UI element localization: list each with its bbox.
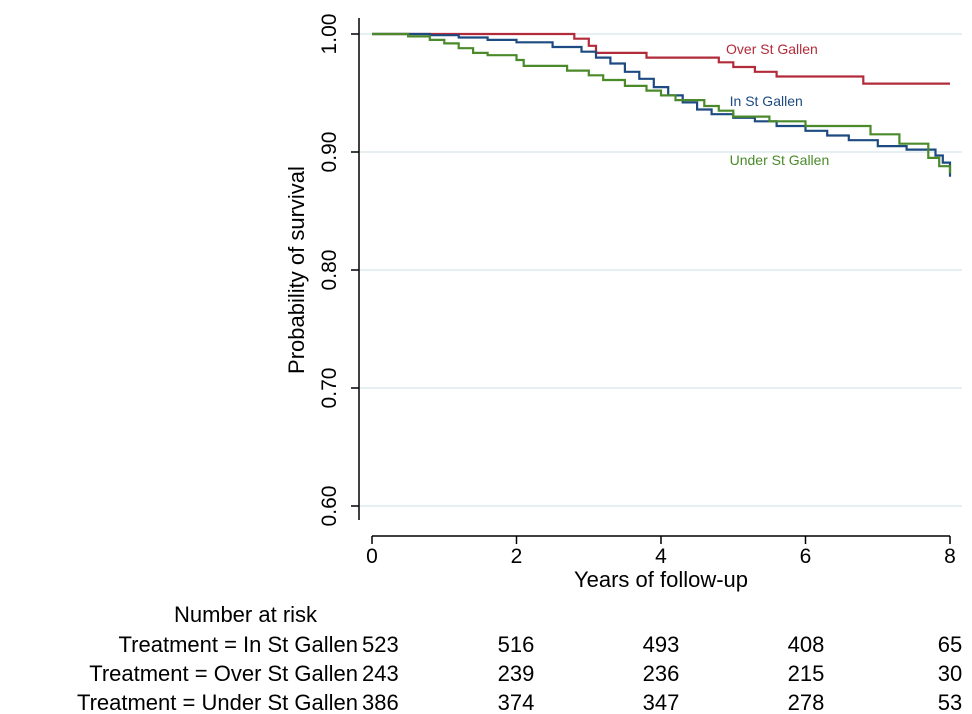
y-ticks: 0.60 0.70 0.80 0.90 1.00 [318, 14, 359, 527]
axes [358, 18, 950, 537]
x-tick-label: 0 [366, 545, 378, 568]
series-label-0: Over St Gallen [726, 41, 818, 57]
y-tick-label: 0.60 [318, 486, 341, 527]
risk-cell: 239 [498, 661, 535, 686]
risk-cell: 493 [643, 632, 680, 657]
risk-row-label: Treatment = Under St Gallen [77, 690, 358, 714]
risk-cell: 215 [788, 661, 825, 686]
risk-cell: 523 [362, 632, 399, 657]
series-label-2: Under St Gallen [730, 152, 830, 168]
series-group [372, 32, 952, 177]
risk-cell: 347 [643, 690, 680, 714]
risk-table: Number at risk Treatment = In St Gallen 5… [77, 602, 962, 714]
x-ticks: 0 2 4 6 8 [366, 536, 956, 568]
gridlines [360, 33, 962, 507]
risk-cell: 236 [643, 661, 680, 686]
risk-cell: 243 [362, 661, 399, 686]
risk-cell: 53 [938, 690, 962, 714]
x-tick-label: 8 [944, 545, 956, 568]
series-line-1 [372, 32, 952, 177]
y-tick-label: 1.00 [318, 14, 341, 55]
series-line-0 [372, 32, 950, 85]
risk-row-label: Treatment = Over St Gallen [89, 661, 358, 686]
x-tick-label: 2 [511, 545, 523, 568]
risk-table-title: Number at risk [174, 602, 318, 627]
x-tick-label: 4 [655, 545, 667, 568]
risk-cell: 386 [362, 690, 399, 714]
y-tick-label: 0.90 [318, 132, 341, 173]
risk-cell: 278 [788, 690, 825, 714]
y-axis-title: Probability of survival [284, 166, 309, 374]
risk-cell: 374 [498, 690, 535, 714]
risk-cell: 65 [938, 632, 962, 657]
x-axis-title: Years of follow-up [574, 567, 748, 592]
series-label-1: In St Gallen [730, 93, 803, 109]
risk-cell: 516 [498, 632, 535, 657]
series-labels: Over St Gallen In St Gallen Under St Galle… [726, 41, 829, 168]
risk-cell: 30 [938, 661, 962, 686]
risk-row-label: Treatment = In St Gallen [119, 632, 358, 657]
x-tick-label: 6 [800, 545, 812, 568]
series-line-2 [372, 32, 952, 174]
risk-cell: 408 [788, 632, 825, 657]
y-tick-label: 0.70 [318, 368, 341, 409]
y-tick-label: 0.80 [318, 250, 341, 291]
